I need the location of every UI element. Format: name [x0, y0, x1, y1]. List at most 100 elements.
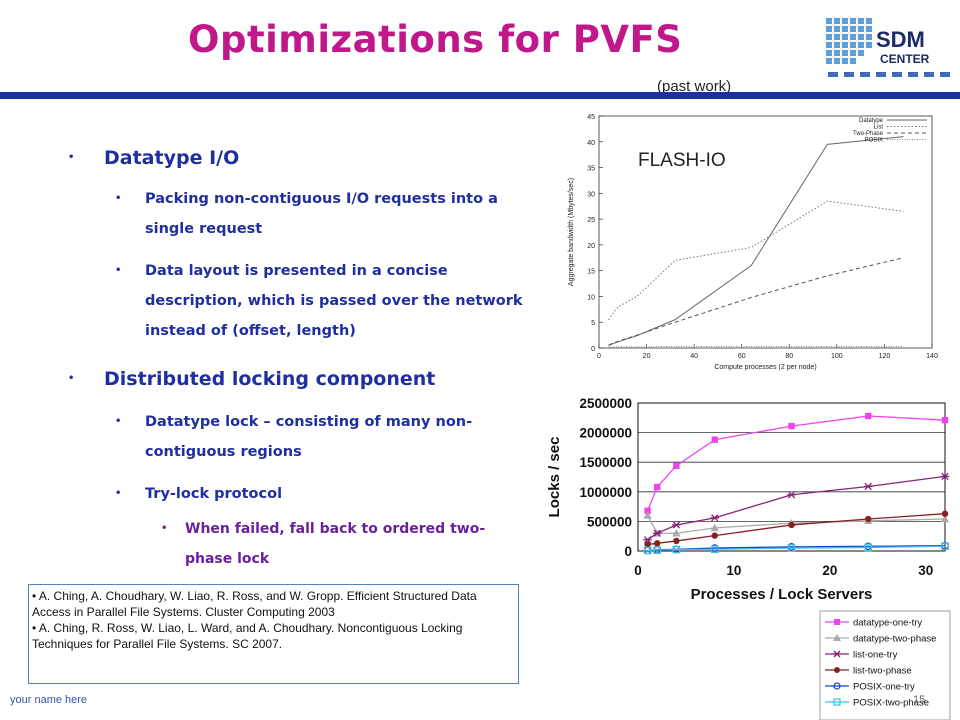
- legend-label: Two-Phase: [853, 131, 884, 137]
- sdm-center-logo: SDM CENTER: [826, 18, 950, 77]
- logo-dot: [866, 34, 872, 40]
- logo-dot: [826, 26, 832, 32]
- bullet-try-lock: • Try-lock protocol: [115, 479, 283, 509]
- logo-dot: [826, 50, 832, 56]
- logo-dot: [834, 50, 840, 56]
- data-point: [833, 682, 841, 690]
- legend-label: List: [874, 125, 884, 131]
- logo-dot: [858, 26, 864, 32]
- logo-text-center: CENTER: [880, 52, 930, 66]
- logo-dot: [850, 26, 856, 32]
- reference-1: • A. Ching, A. Choudhary, W. Liao, R. Ro…: [32, 589, 477, 619]
- logo-dot: [866, 42, 872, 48]
- reference-2: • A. Ching, R. Ross, W. Liao, L. Ward, a…: [32, 621, 463, 651]
- flash-io-chart: 0 5 10 15 20 25 30 35 40 45 0 20 40 60 80 100 120 140 Comp…: [563, 108, 943, 378]
- logo-dot: [834, 58, 840, 64]
- series-datatype-one-try: [644, 412, 949, 514]
- data-point: [672, 545, 681, 554]
- logo-dot: [826, 58, 832, 64]
- bullet-text: Data layout is presented in a concise de…: [145, 263, 523, 339]
- logo-dot: [842, 26, 848, 32]
- bullet-text: When failed, fall back to ordered two-ph…: [185, 521, 486, 567]
- slide-subtitle: (past work): [657, 78, 732, 95]
- legend-label: POSIX-one-try: [853, 682, 915, 693]
- data-point: [673, 537, 680, 545]
- bullet-dot: •: [68, 152, 75, 163]
- bullet-dot: •: [115, 416, 122, 427]
- logo-dot: [826, 18, 832, 24]
- x-tick-label: 0: [597, 353, 601, 360]
- legend-label: list-one-try: [853, 650, 898, 661]
- logo-dot-grid: [826, 18, 872, 64]
- logo-dot: [866, 18, 872, 24]
- data-point: [941, 542, 949, 551]
- x-tick-label: 120: [879, 353, 891, 360]
- series-list-one-try: [643, 472, 950, 544]
- data-point: [711, 436, 718, 443]
- logo-dot: [834, 18, 840, 24]
- y-tick-label: 15: [587, 269, 595, 276]
- data-point: [653, 546, 661, 554]
- chart-background: [563, 108, 943, 378]
- x-tick-label: 30: [918, 563, 933, 578]
- logo-dot: [850, 42, 856, 48]
- bullet-dot: •: [115, 488, 122, 499]
- logo-dot: [842, 42, 848, 48]
- data-point: [644, 507, 651, 514]
- bullet-text: Datatype lock – consisting of many non-c…: [145, 414, 473, 460]
- logo-text-sdm: SDM: [876, 27, 925, 52]
- data-point: [653, 483, 661, 491]
- logo-dot: [842, 58, 848, 64]
- x-tick-label: 140: [926, 353, 938, 360]
- plot-frame: [598, 115, 933, 349]
- bullet-fallback: • When failed, fall back to ordered two-…: [161, 514, 530, 574]
- footer-text: your name here: [4, 690, 128, 712]
- bullet-text: Packing non-contiguous I/O requests into…: [145, 191, 498, 237]
- data-point: [643, 546, 652, 555]
- x-tick-label: 80: [785, 353, 793, 360]
- y-tick-label: 40: [587, 140, 595, 147]
- y-tick-label: 25: [587, 217, 595, 224]
- legend-label: datatype-two-phase: [853, 634, 936, 645]
- data-point: [833, 634, 841, 641]
- logo-dot: [858, 18, 864, 24]
- y-tick-label: 20: [587, 243, 595, 250]
- bullet-dot: •: [68, 373, 75, 384]
- series-line-list: [608, 200, 904, 320]
- data-point: [711, 532, 718, 539]
- legend-label: POSIX-two-phase: [853, 698, 929, 709]
- x-tick-label: 60: [738, 353, 746, 360]
- series-line-two-phase: [608, 257, 904, 346]
- data-point: [834, 667, 840, 673]
- bullet-text: Datatype I/O: [104, 147, 240, 169]
- bullet-text: Try-lock protocol: [145, 486, 283, 502]
- bullet-distributed-locking: • Distributed locking component: [68, 364, 435, 394]
- series-line: [647, 545, 946, 552]
- y-tick-label: 5: [591, 320, 595, 327]
- series-list-two-phase: [644, 510, 949, 548]
- bullet-data-layout: • Data layout is presented in a concise …: [115, 256, 537, 346]
- logo-dot: [826, 34, 832, 40]
- y-tick-label: 10: [587, 294, 595, 301]
- x-tick-label: 0: [634, 563, 642, 578]
- logo-dot: [842, 34, 848, 40]
- x-axis-label: Compute processes (2 per node): [714, 364, 816, 371]
- x-tick-label: 20: [822, 563, 837, 578]
- y-tick-label: 2500000: [579, 396, 632, 411]
- title-rule: [0, 92, 960, 99]
- legend-label: datatype-one-try: [853, 618, 922, 629]
- bullet-datatype-io: • Datatype I/O: [68, 143, 240, 173]
- series-POSIX-two-phase: [643, 542, 949, 555]
- x-tick-label: 20: [643, 353, 651, 360]
- y-axis-label: Aggregate bandwidth (Mbytes/sec): [568, 178, 575, 286]
- data-point: [865, 515, 872, 523]
- legend-label: Datatype: [859, 118, 884, 124]
- logo-dot: [858, 34, 864, 40]
- bullet-packing: • Packing non-contiguous I/O requests in…: [115, 184, 535, 244]
- bullet-dot: •: [161, 523, 168, 534]
- y-tick-label: 2000000: [579, 426, 632, 441]
- page-number: 15: [913, 694, 926, 706]
- legend: datatype-one-try datatype-two-phase list-o…: [819, 610, 951, 720]
- bullet-dot: •: [115, 193, 122, 204]
- locks-per-sec-chart: 0 500000 1000000 1500000 2000000 2500000 0 10 20…: [535, 386, 955, 720]
